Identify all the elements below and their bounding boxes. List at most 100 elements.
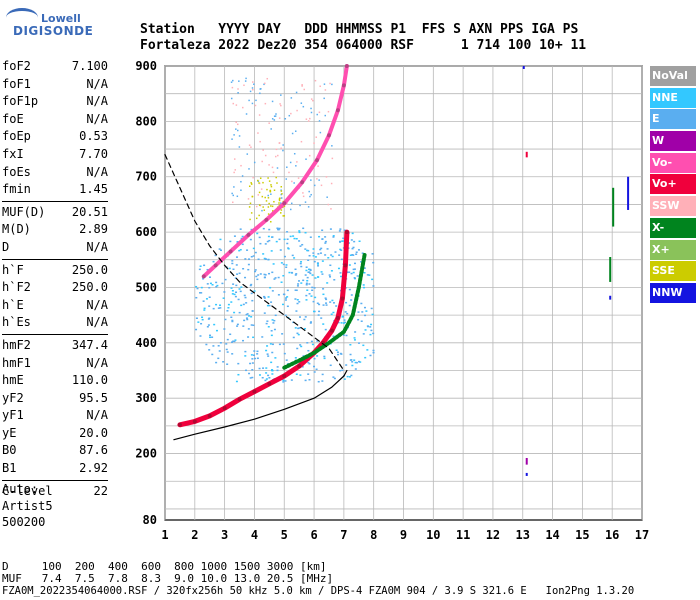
echo-dot (313, 184, 316, 187)
echo-dot (246, 249, 249, 251)
echo-dot (286, 238, 289, 240)
echo-dot (277, 294, 280, 296)
chart-grid (164, 65, 643, 521)
echo-dot (261, 160, 263, 163)
echo-dot (312, 300, 315, 303)
echo-dot (301, 243, 304, 246)
echo-dot (290, 112, 292, 115)
echo-dot (267, 213, 270, 215)
echo-dot (215, 281, 218, 284)
echo-dot (305, 118, 308, 120)
echo-dot (257, 132, 259, 134)
param-label: hmF2 (2, 337, 31, 352)
echo-dot (298, 230, 301, 232)
echo-dot (270, 334, 273, 337)
echo-dot (236, 195, 239, 198)
echo-dot (372, 285, 375, 287)
echo-dot (268, 228, 271, 231)
echo-dot (238, 272, 241, 275)
echo-dot (269, 190, 272, 193)
echo-dot (270, 301, 273, 303)
param-row: D N/A (2, 239, 108, 257)
echo-dot (235, 284, 238, 287)
x-tick-label: 2 (191, 528, 198, 542)
echo-dot (350, 239, 353, 241)
echo-dot (263, 257, 266, 260)
echo-dot (263, 83, 265, 86)
echo-dot (266, 345, 269, 347)
echo-dot (235, 128, 237, 130)
echo-dot (317, 276, 320, 278)
echo-dot (313, 371, 316, 373)
echo-dot (266, 304, 269, 307)
logo-brand: Lowell (41, 12, 81, 25)
param-label: foF1p (2, 94, 39, 109)
echo-dot (247, 328, 250, 330)
echo-dot (265, 372, 268, 374)
echo-dot (305, 266, 308, 268)
echo-dot (257, 274, 260, 276)
param-label: foF1 (2, 76, 31, 91)
echo-dot (306, 342, 309, 344)
echo-dot (213, 323, 216, 326)
echo-dot (307, 349, 310, 352)
echo-dot (343, 319, 346, 321)
echo-dot (257, 179, 259, 182)
echo-dot (222, 297, 225, 299)
echo-dot (282, 381, 285, 383)
param-value: 87.6 (79, 443, 108, 458)
param-value: N/A (86, 297, 108, 312)
echo-dot (231, 192, 233, 195)
param-separator (2, 333, 108, 335)
echo-dot (330, 182, 333, 185)
param-value: 2.89 (79, 222, 108, 237)
y-tick-label: 300 (135, 391, 157, 405)
echo-dot (219, 238, 222, 241)
echo-dot (304, 316, 307, 318)
param-label: yF2 (2, 390, 24, 405)
trace-point (246, 232, 251, 237)
echo-dot (273, 328, 276, 331)
echo-dot (296, 299, 299, 301)
echo-dot (268, 164, 270, 166)
echo-dot (306, 249, 309, 252)
echo-dot (247, 198, 250, 200)
param-row: foE N/A (2, 111, 108, 129)
echo-dot (283, 238, 286, 241)
param-row: h`F2 250.0 (2, 279, 108, 297)
footer-distance-row: D 100 200 400 600 800 1000 1500 3000 [km… (2, 560, 327, 573)
echo-dot (247, 268, 250, 271)
echo-dot (258, 114, 261, 116)
echo-dot (324, 254, 327, 256)
echo-dot (314, 79, 317, 82)
echo-dot (331, 255, 334, 258)
legend-item-w: W (650, 131, 696, 152)
echo-dot (300, 265, 303, 268)
echo-dot (199, 265, 202, 267)
echo-dot (278, 204, 281, 206)
echo-dot (285, 359, 288, 361)
echo-dot (208, 349, 211, 351)
echo-dot (282, 263, 285, 266)
echo-dot (196, 287, 199, 290)
echo-dot (338, 240, 341, 243)
echo-dot (316, 355, 319, 357)
echo-dot (223, 291, 226, 293)
x-tick-label: 14 (545, 528, 559, 542)
echo-dot (287, 248, 290, 250)
trace-point (344, 230, 349, 235)
echo-dot (246, 153, 249, 155)
echo-dot (358, 342, 361, 344)
echo-dot (324, 242, 327, 244)
echo-dot (256, 350, 259, 353)
legend-item-x: X+ (650, 239, 696, 260)
echo-dot (305, 299, 308, 301)
echo-dot (305, 269, 308, 272)
echo-dot (296, 332, 299, 335)
echo-dot (522, 66, 525, 69)
echo-dot (280, 262, 283, 264)
echo-dot (202, 278, 205, 280)
trace-fit (173, 369, 348, 441)
echo-dot (312, 248, 315, 250)
echo-dot (276, 366, 279, 368)
